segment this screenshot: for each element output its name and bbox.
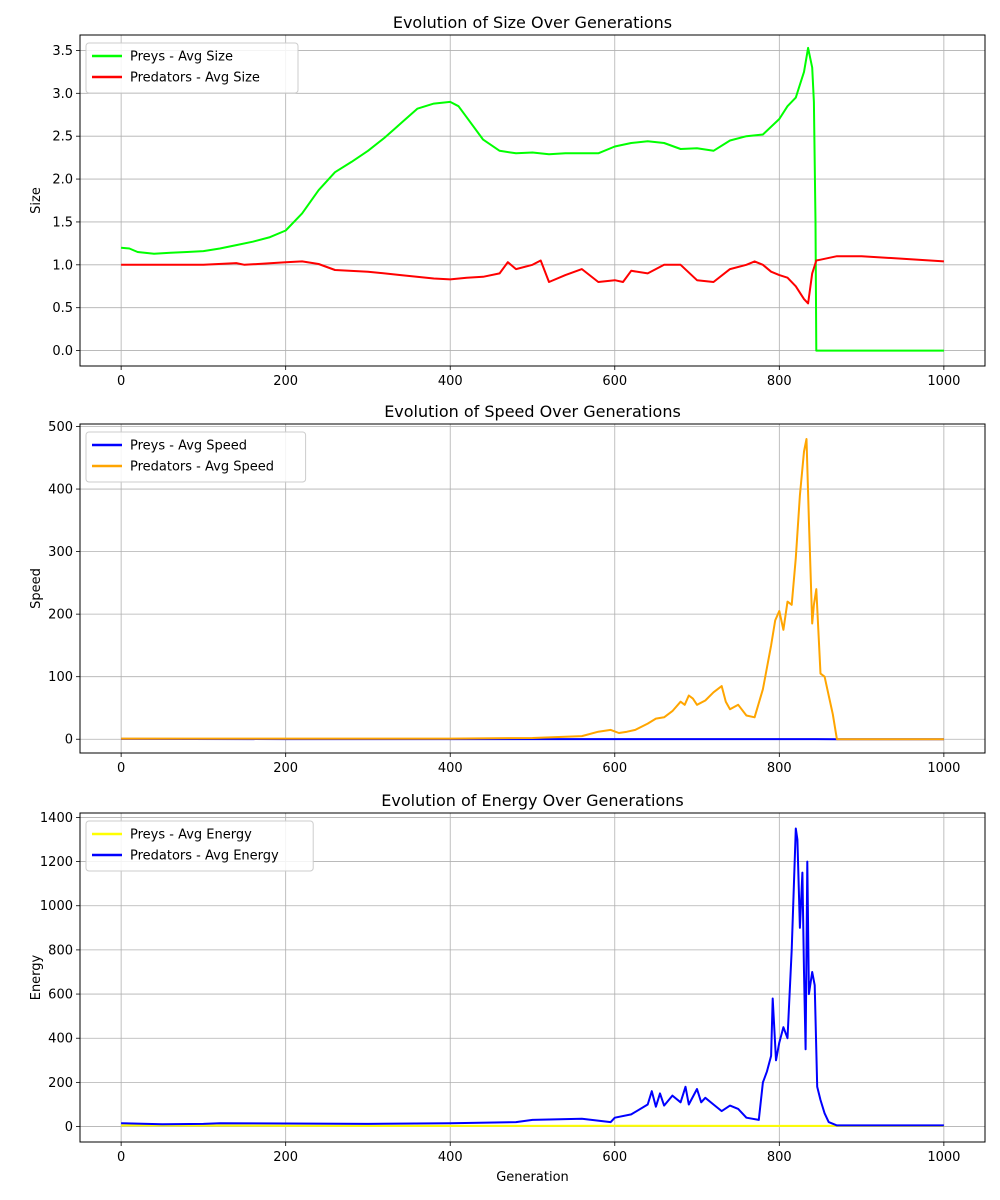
speed-legend-label: Predators - Avg Speed (130, 460, 274, 475)
size-legend-label: Preys - Avg Size (130, 50, 233, 65)
speed-chart-panel: 0 200 400 600 800 1000 0 100 200 300 400 500 Evolut… (29, 402, 986, 776)
energy-chart-ticks: 0 200 400 600 800 1000 0 200 400 600 800 1000 1200 14… (40, 811, 961, 1165)
size-y-tick-label: 1.0 (52, 258, 73, 273)
speed-chart-y-axis-label: Speed (29, 568, 44, 609)
size-y-tick-label: 0.5 (52, 301, 73, 316)
size-y-tick-label: 1.5 (52, 215, 73, 230)
speed-chart-ticks: 0 200 400 600 800 1000 0 100 200 300 400 500 (48, 420, 960, 776)
speed-y-tick-label: 500 (48, 420, 73, 435)
speed-x-tick-label: 600 (602, 761, 627, 776)
energy-chart-plot-frame (79, 812, 986, 1143)
energy-legend-box (85, 820, 314, 872)
energy-series-predators-avg-energy (121, 827, 944, 1127)
size-chart-panel: 0 200 400 600 800 1000 0.0 0.5 1.0 1.5 2.0 2.5 3.0 3.… (29, 13, 986, 389)
energy-y-tick-label: 600 (48, 988, 73, 1003)
speed-y-tick-label: 400 (48, 483, 73, 498)
size-y-tick-label: 0.0 (52, 344, 73, 359)
size-chart-y-axis-label: Size (29, 187, 44, 214)
energy-y-tick-label: 800 (48, 943, 73, 958)
speed-chart-plot-frame (79, 423, 986, 754)
speed-x-tick-label: 400 (438, 761, 463, 776)
size-y-tick-label: 3.0 (52, 87, 73, 102)
energy-chart-y-axis-label: Energy (29, 954, 44, 1000)
size-y-tick-label: 3.5 (52, 44, 73, 59)
speed-chart-legend: Preys - Avg Speed Predators - Avg Speed (85, 431, 307, 483)
speed-series-predators-avg-speed (121, 438, 944, 741)
energy-legend-label: Predators - Avg Energy (130, 849, 279, 864)
energy-y-tick-label: 400 (48, 1032, 73, 1047)
speed-y-tick-label: 200 (48, 608, 73, 623)
speed-x-tick-label: 200 (273, 761, 298, 776)
energy-chart-x-axis-label: Generation (496, 1170, 569, 1185)
size-chart-title: Evolution of Size Over Generations (393, 13, 672, 32)
energy-y-tick-label: 1200 (40, 855, 73, 870)
size-legend-box (85, 42, 299, 94)
energy-series-preys-avg-energy (121, 1124, 944, 1127)
size-y-tick-label: 2.5 (52, 130, 73, 145)
speed-y-tick-label: 100 (48, 670, 73, 685)
energy-x-tick-label: 400 (438, 1150, 463, 1165)
energy-y-tick-label: 1400 (40, 811, 73, 826)
energy-chart-series (121, 827, 944, 1127)
energy-y-tick-label: 1000 (40, 899, 73, 914)
energy-legend-label: Preys - Avg Energy (130, 828, 252, 843)
energy-x-tick-label: 200 (273, 1150, 298, 1165)
size-chart-ticks: 0 200 400 600 800 1000 0.0 0.5 1.0 1.5 2.0 2.5 3.0 3.… (52, 44, 960, 389)
size-series-predators-avg-size (121, 255, 944, 305)
size-x-tick-label: 600 (602, 374, 627, 389)
energy-x-tick-label: 1000 (927, 1150, 960, 1165)
size-x-tick-label: 200 (273, 374, 298, 389)
energy-x-tick-label: 0 (117, 1150, 125, 1165)
size-chart-series (121, 46, 944, 352)
size-series-preys-avg-size (121, 46, 944, 352)
size-x-tick-label: 1000 (927, 374, 960, 389)
speed-y-tick-label: 0 (65, 733, 73, 748)
speed-chart-series (121, 438, 944, 741)
speed-y-tick-label: 300 (48, 545, 73, 560)
size-chart-legend: Preys - Avg Size Predators - Avg Size (85, 42, 299, 94)
energy-chart-panel: 0 200 400 600 800 1000 0 200 400 600 800 1000 1200 14… (29, 791, 986, 1185)
energy-x-tick-label: 600 (602, 1150, 627, 1165)
size-x-tick-label: 800 (767, 374, 792, 389)
speed-x-tick-label: 1000 (927, 761, 960, 776)
energy-y-tick-label: 0 (65, 1120, 73, 1135)
speed-x-tick-label: 800 (767, 761, 792, 776)
size-x-tick-label: 0 (117, 374, 125, 389)
size-x-tick-label: 400 (438, 374, 463, 389)
energy-chart-legend: Preys - Avg Energy Predators - Avg Energy (85, 820, 314, 872)
speed-legend-label: Preys - Avg Speed (130, 439, 247, 454)
size-chart-plot-frame (79, 34, 986, 367)
speed-chart-title: Evolution of Speed Over Generations (384, 402, 681, 421)
speed-legend-box (85, 431, 307, 483)
energy-y-tick-label: 200 (48, 1076, 73, 1091)
energy-chart-title: Evolution of Energy Over Generations (381, 791, 683, 810)
speed-x-tick-label: 0 (117, 761, 125, 776)
size-legend-label: Predators - Avg Size (130, 71, 260, 86)
size-y-tick-label: 2.0 (52, 173, 73, 188)
energy-x-tick-label: 800 (767, 1150, 792, 1165)
